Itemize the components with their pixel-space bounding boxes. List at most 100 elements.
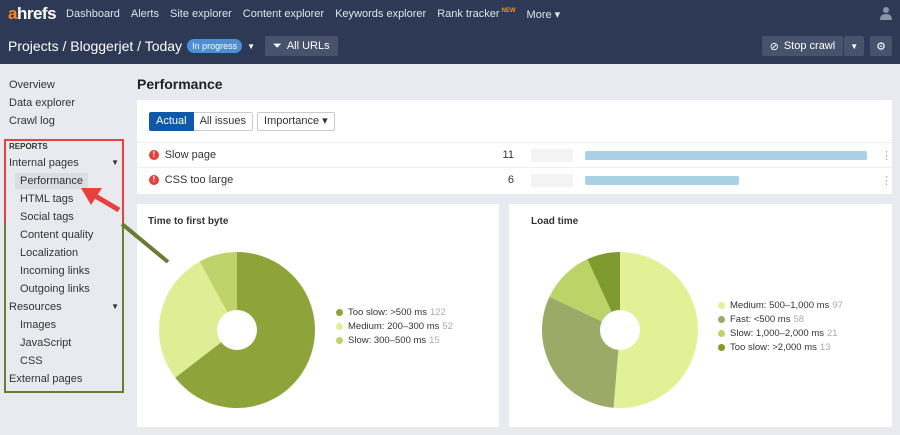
nav-dashboard[interactable]: Dashboard bbox=[66, 8, 120, 20]
legend-label: Too slow: >2,000 ms bbox=[730, 341, 817, 353]
error-icon: ! bbox=[149, 175, 159, 185]
issue-row[interactable]: ! CSS too large 6 ⋮ bbox=[137, 167, 892, 192]
legend-swatch bbox=[718, 329, 725, 337]
sidebar-item-data-explorer[interactable]: Data explorer bbox=[9, 97, 76, 109]
legend-label: Medium: 200–300 ms bbox=[348, 320, 440, 332]
spark-placeholder bbox=[530, 148, 573, 162]
sidebar-item-crawl-log[interactable]: Crawl log bbox=[9, 115, 55, 127]
legend-value: 122 bbox=[429, 306, 446, 318]
nav-keywords-explorer[interactable]: Keywords explorer bbox=[335, 8, 427, 20]
ttfb-legend: Too slow: >500 ms 122 Medium: 200–300 ms 52… bbox=[336, 305, 453, 347]
sidebar-item-internal-pages[interactable]: Internal pages ▼ bbox=[9, 154, 119, 172]
legend-swatch bbox=[336, 336, 343, 344]
filter-icon: ⏷ bbox=[273, 39, 282, 52]
chevron-down-icon: ▼ bbox=[111, 158, 119, 167]
sidebar-item-outgoing-links[interactable]: Outgoing links bbox=[20, 283, 90, 295]
legend-swatch bbox=[718, 315, 725, 323]
legend-item: Fast: <500 ms 58 bbox=[718, 312, 843, 326]
sidebar: Overview Data explorer Crawl log REPORTS… bbox=[9, 76, 119, 388]
breadcrumb[interactable]: Projects / Bloggerjet / Today bbox=[8, 38, 183, 54]
legend-item: Too slow: >500 ms 122 bbox=[336, 305, 453, 319]
stop-icon: ⊘ bbox=[769, 40, 779, 53]
nav-more[interactable]: More ▾ bbox=[526, 8, 561, 21]
sidebar-item-resources[interactable]: Resources ▼ bbox=[9, 298, 119, 316]
sidebar-item-localization[interactable]: Localization bbox=[20, 247, 79, 259]
tab-actual[interactable]: Actual bbox=[149, 112, 194, 131]
legend-value: 13 bbox=[819, 341, 831, 353]
legend-item: Slow: 1,000–2,000 ms 21 bbox=[718, 326, 843, 340]
tab-all-issues[interactable]: All issues bbox=[193, 112, 254, 131]
pie-slice[interactable] bbox=[542, 296, 620, 408]
load-time-legend: Medium: 500–1,000 ms 97 Fast: <500 ms 58 Slo… bbox=[718, 298, 843, 354]
all-urls-button[interactable]: ⏷ All URLs bbox=[265, 36, 338, 56]
legend-item: Too slow: >2,000 ms 13 bbox=[718, 340, 843, 354]
legend-swatch bbox=[336, 322, 343, 330]
pie-slice[interactable] bbox=[613, 252, 698, 408]
load-time-pie-chart bbox=[542, 252, 698, 408]
chart-title: Time to first byte bbox=[148, 216, 229, 227]
status-badge: In progress bbox=[187, 39, 243, 53]
sidebar-item-overview[interactable]: Overview bbox=[9, 79, 55, 91]
nav-alerts[interactable]: Alerts bbox=[130, 8, 159, 20]
legend-value: 15 bbox=[429, 334, 440, 346]
issue-bar-fill bbox=[584, 150, 867, 160]
stop-crawl-dropdown[interactable]: ▼ bbox=[844, 36, 865, 56]
chart-title: Load time bbox=[531, 216, 579, 227]
pie-hole bbox=[217, 310, 257, 350]
nav-site-explorer[interactable]: Site explorer bbox=[170, 8, 232, 20]
user-icon[interactable] bbox=[880, 6, 892, 20]
issue-bar-track bbox=[584, 150, 867, 160]
sidebar-item-images[interactable]: Images bbox=[20, 319, 57, 331]
importance-dropdown[interactable]: Importance ▾ bbox=[257, 112, 335, 131]
issue-row[interactable]: ! Slow page 11 ⋮ bbox=[137, 142, 892, 167]
new-badge: NEW bbox=[501, 8, 516, 14]
issue-bar-track bbox=[584, 175, 867, 185]
highlight-box-red bbox=[4, 139, 124, 223]
sidebar-item-content-quality[interactable]: Content quality bbox=[20, 229, 94, 241]
issue-count: 11 bbox=[502, 149, 514, 161]
legend-label: Fast: <500 ms bbox=[730, 313, 791, 325]
reports-heading: REPORTS bbox=[9, 142, 48, 151]
error-icon: ! bbox=[149, 150, 159, 160]
sidebar-item-css[interactable]: CSS bbox=[20, 355, 43, 367]
issue-name[interactable]: CSS too large bbox=[164, 174, 234, 186]
legend-swatch bbox=[336, 308, 343, 316]
issue-name[interactable]: Slow page bbox=[164, 149, 217, 161]
issues-card: Actual All issues Importance ▾ ! Slow pag… bbox=[137, 100, 892, 194]
stop-crawl-button[interactable]: ⊘ Stop crawl bbox=[761, 36, 844, 56]
legend-swatch bbox=[718, 343, 725, 351]
pie-slice[interactable] bbox=[159, 261, 237, 378]
legend-value: 58 bbox=[793, 313, 805, 325]
legend-item: Medium: 200–300 ms 52 bbox=[336, 319, 453, 333]
pie-slice[interactable] bbox=[199, 252, 237, 330]
legend-label: Slow: 300–500 ms bbox=[348, 334, 427, 346]
more-options-icon[interactable]: ⋮ bbox=[880, 149, 892, 162]
sidebar-item-external-pages[interactable]: External pages bbox=[9, 373, 83, 385]
more-options-icon[interactable]: ⋮ bbox=[880, 174, 892, 187]
chevron-down-icon[interactable]: ▼ bbox=[247, 41, 256, 51]
sidebar-item-incoming-links[interactable]: Incoming links bbox=[20, 265, 90, 277]
legend-label: Slow: 1,000–2,000 ms bbox=[730, 327, 825, 339]
sidebar-item-html-tags[interactable]: HTML tags bbox=[20, 193, 74, 205]
sidebar-item-performance[interactable]: Performance bbox=[15, 173, 88, 189]
legend-value: 52 bbox=[442, 320, 453, 332]
sidebar-item-javascript[interactable]: JavaScript bbox=[20, 337, 72, 349]
gear-icon[interactable]: ⚙ bbox=[870, 36, 892, 56]
sidebar-item-social-tags[interactable]: Social tags bbox=[20, 211, 74, 223]
chevron-down-icon: ▼ bbox=[111, 302, 119, 311]
load-time-card: Load time Medium: 500–1,000 ms 97 Fast: <5… bbox=[509, 204, 892, 427]
top-bar: ahrefs Dashboard Alerts Site explorer Co… bbox=[0, 0, 900, 64]
legend-item: Slow: 300–500 ms 15 bbox=[336, 333, 453, 347]
ahrefs-logo[interactable]: ahrefs bbox=[8, 4, 57, 23]
pie-slice[interactable] bbox=[549, 259, 620, 330]
legend-item: Medium: 500–1,000 ms 97 bbox=[718, 298, 843, 312]
pie-slice[interactable] bbox=[587, 252, 620, 330]
ttfb-pie-chart bbox=[159, 252, 315, 408]
nav-content-explorer[interactable]: Content explorer bbox=[242, 8, 325, 20]
legend-swatch bbox=[718, 301, 725, 309]
pie-hole bbox=[600, 310, 640, 350]
issue-count: 6 bbox=[507, 174, 514, 186]
nav-rank-tracker[interactable]: Rank tracker NEW bbox=[437, 8, 516, 20]
page-title: Performance bbox=[137, 76, 223, 92]
highlight-box-olive bbox=[4, 222, 124, 393]
